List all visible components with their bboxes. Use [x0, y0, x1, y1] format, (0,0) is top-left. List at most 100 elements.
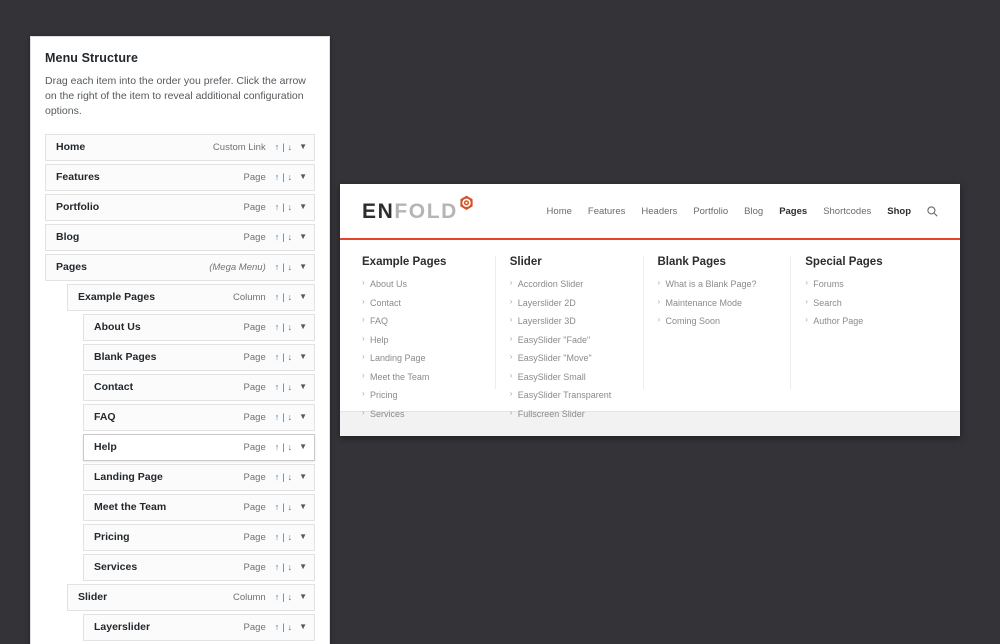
menu-item-row[interactable]: Landing Page Page ↑ | ↓ ▼ [83, 463, 315, 491]
arrow-up-icon[interactable]: ↑ [274, 171, 280, 182]
nav-item-blog[interactable]: Blog [744, 205, 764, 217]
menu-item-row[interactable]: Meet the Team Page ↑ | ↓ ▼ [83, 493, 315, 521]
arrow-up-icon[interactable]: ↑ [274, 351, 280, 362]
arrow-up-icon[interactable]: ↑ [274, 441, 280, 452]
mega-menu-link[interactable]: FAQ [362, 315, 481, 326]
mega-menu-link[interactable]: Contact [362, 297, 481, 308]
arrow-down-icon[interactable]: ↓ [287, 231, 293, 242]
menu-item-row[interactable]: Portfolio Page ↑ | ↓ ▼ [45, 193, 315, 221]
chevron-down-icon[interactable]: ▼ [299, 352, 307, 362]
arrow-down-icon[interactable]: ↓ [287, 261, 293, 272]
arrow-up-icon[interactable]: ↑ [274, 321, 280, 332]
nav-item-home[interactable]: Home [546, 205, 572, 217]
arrow-down-icon[interactable]: ↓ [287, 501, 293, 512]
arrow-up-icon[interactable]: ↑ [274, 201, 280, 212]
mega-menu-link[interactable]: Layerslider 2D [510, 297, 629, 308]
nav-item-headers[interactable]: Headers [641, 205, 678, 217]
menu-item-row[interactable]: Contact Page ↑ | ↓ ▼ [83, 373, 315, 401]
arrow-up-icon[interactable]: ↑ [274, 621, 280, 632]
mega-menu-link[interactable]: Author Page [805, 315, 924, 326]
arrow-up-icon[interactable]: ↑ [274, 561, 280, 572]
arrow-up-icon[interactable]: ↑ [274, 261, 280, 272]
menu-item-row[interactable]: Blog Page ↑ | ↓ ▼ [45, 223, 315, 251]
chevron-down-icon[interactable]: ▼ [299, 322, 307, 332]
chevron-down-icon[interactable]: ▼ [299, 442, 307, 452]
menu-item-row[interactable]: About Us Page ↑ | ↓ ▼ [83, 313, 315, 341]
nav-item-features[interactable]: Features [587, 205, 626, 217]
nav-item-pages[interactable]: Pages [779, 205, 808, 217]
chevron-down-icon[interactable]: ▼ [299, 502, 307, 512]
arrow-down-icon[interactable]: ↓ [287, 471, 293, 482]
mega-menu-link[interactable]: Meet the Team [362, 371, 481, 382]
mega-menu-link[interactable]: EasySlider "Fade" [510, 334, 629, 345]
chevron-down-icon[interactable]: ▼ [299, 412, 307, 422]
chevron-down-icon[interactable]: ▼ [299, 262, 307, 272]
nav-item-portfolio[interactable]: Portfolio [693, 205, 729, 217]
mega-menu-link[interactable]: Search [805, 297, 924, 308]
arrow-down-icon[interactable]: ↓ [287, 441, 293, 452]
arrow-up-icon[interactable]: ↑ [274, 471, 280, 482]
menu-item-row[interactable]: Help Page ↑ | ↓ ▼ [83, 433, 315, 461]
menu-item-row[interactable]: Features Page ↑ | ↓ ▼ [45, 163, 315, 191]
mega-menu-link[interactable]: EasySlider "Move" [510, 352, 629, 363]
mega-menu-link[interactable]: Fullscreen Slider [510, 408, 629, 419]
menu-item-row[interactable]: Services Page ↑ | ↓ ▼ [83, 553, 315, 581]
arrow-down-icon[interactable]: ↓ [287, 321, 293, 332]
chevron-down-icon[interactable]: ▼ [299, 562, 307, 572]
menu-item-row[interactable]: Pages (Mega Menu) ↑ | ↓ ▼ [45, 253, 315, 281]
mega-menu-link[interactable]: Help [362, 334, 481, 345]
mega-menu-link[interactable]: About Us [362, 278, 481, 289]
arrow-down-icon[interactable]: ↓ [287, 561, 293, 572]
menu-item-row[interactable]: FAQ Page ↑ | ↓ ▼ [83, 403, 315, 431]
arrow-up-icon[interactable]: ↑ [274, 231, 280, 242]
arrow-down-icon[interactable]: ↓ [287, 531, 293, 542]
menu-item-row[interactable]: Home Custom Link ↑ | ↓ ▼ [45, 133, 315, 161]
arrow-up-icon[interactable]: ↑ [274, 291, 280, 302]
chevron-down-icon[interactable]: ▼ [299, 142, 307, 152]
arrow-up-icon[interactable]: ↑ [274, 501, 280, 512]
arrow-up-icon[interactable]: ↑ [274, 411, 280, 422]
chevron-down-icon[interactable]: ▼ [299, 532, 307, 542]
chevron-down-icon[interactable]: ▼ [299, 622, 307, 632]
nav-item-shortcodes[interactable]: Shortcodes [823, 205, 872, 217]
mega-menu-link[interactable]: Layerslider 3D [510, 315, 629, 326]
mega-menu-link[interactable]: Forums [805, 278, 924, 289]
chevron-down-icon[interactable]: ▼ [299, 202, 307, 212]
menu-item-row[interactable]: Slider Column ↑ | ↓ ▼ [67, 583, 315, 611]
arrow-up-icon[interactable]: ↑ [274, 531, 280, 542]
arrow-down-icon[interactable]: ↓ [287, 411, 293, 422]
nav-item-shop[interactable]: Shop [887, 205, 911, 217]
chevron-down-icon[interactable]: ▼ [299, 592, 307, 602]
mega-menu-link[interactable]: Services [362, 408, 481, 419]
chevron-down-icon[interactable]: ▼ [299, 382, 307, 392]
enfold-logo[interactable]: ENFOLD [362, 195, 474, 222]
mega-menu-link[interactable]: Coming Soon [658, 315, 777, 326]
arrow-down-icon[interactable]: ↓ [287, 351, 293, 362]
chevron-down-icon[interactable]: ▼ [299, 292, 307, 302]
arrow-down-icon[interactable]: ↓ [287, 171, 293, 182]
mega-menu-link[interactable]: Pricing [362, 389, 481, 400]
mega-menu-link[interactable]: Landing Page [362, 352, 481, 363]
menu-item-row[interactable]: Pricing Page ↑ | ↓ ▼ [83, 523, 315, 551]
arrow-up-icon[interactable]: ↑ [274, 381, 280, 392]
chevron-down-icon[interactable]: ▼ [299, 472, 307, 482]
arrow-down-icon[interactable]: ↓ [287, 591, 293, 602]
arrow-down-icon[interactable]: ↓ [287, 141, 293, 152]
chevron-down-icon[interactable]: ▼ [299, 172, 307, 182]
arrow-up-icon[interactable]: ↑ [274, 141, 280, 152]
arrow-down-icon[interactable]: ↓ [287, 381, 293, 392]
mega-menu-link[interactable]: What is a Blank Page? [658, 278, 777, 289]
menu-item-row[interactable]: Layerslider Page ↑ | ↓ ▼ [83, 613, 315, 641]
arrow-down-icon[interactable]: ↓ [287, 291, 293, 302]
arrow-down-icon[interactable]: ↓ [287, 201, 293, 212]
chevron-down-icon[interactable]: ▼ [299, 232, 307, 242]
arrow-up-icon[interactable]: ↑ [274, 591, 280, 602]
mega-menu-link[interactable]: EasySlider Small [510, 371, 629, 382]
mega-menu-link[interactable]: EasySlider Transparent [510, 389, 629, 400]
mega-menu-link[interactable]: Accordion Slider [510, 278, 629, 289]
menu-item-row[interactable]: Example Pages Column ↑ | ↓ ▼ [67, 283, 315, 311]
menu-item-row[interactable]: Blank Pages Page ↑ | ↓ ▼ [83, 343, 315, 371]
search-icon[interactable] [927, 205, 938, 217]
arrow-down-icon[interactable]: ↓ [287, 621, 293, 632]
mega-menu-link[interactable]: Maintenance Mode [658, 297, 777, 308]
